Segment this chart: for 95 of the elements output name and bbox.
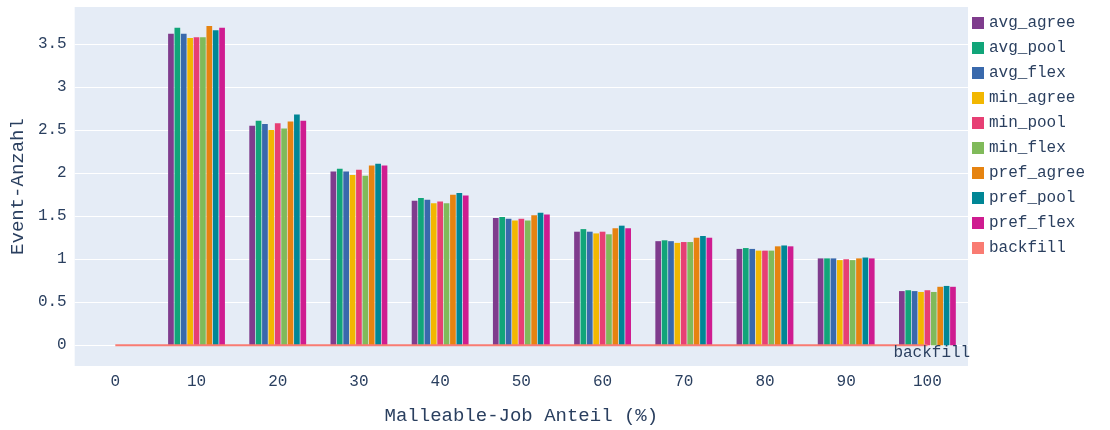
legend-label: pref_flex: [988, 214, 1076, 232]
bar: [742, 248, 749, 346]
x-tick-label: 0: [110, 373, 121, 391]
x-tick-label: 90: [836, 373, 856, 391]
bar: [206, 25, 213, 346]
y-tick-label: 3.5: [37, 35, 67, 54]
bar: [606, 234, 612, 346]
bar: [836, 260, 843, 346]
bar: [687, 242, 694, 346]
bar: [274, 123, 281, 346]
bar: [518, 218, 525, 346]
bar: [281, 128, 287, 346]
legend-label: min_flex: [988, 139, 1066, 157]
x-tick-label: 100: [912, 373, 942, 391]
bar: [362, 175, 369, 346]
x-tick-label: 10: [186, 373, 207, 391]
bar: [336, 168, 343, 346]
bar: [437, 201, 443, 346]
bar: [499, 217, 506, 346]
bar: [524, 220, 531, 346]
bar: [774, 246, 781, 346]
legend-label: avg_flex: [988, 64, 1066, 82]
x-tick-label: 80: [755, 373, 775, 391]
bar: [586, 231, 593, 346]
bar: [700, 236, 706, 346]
bar: [368, 165, 375, 346]
bar: [430, 203, 437, 346]
y-tick-label: 1.5: [37, 207, 67, 226]
bar: [456, 192, 463, 346]
y-tick-label: 3: [57, 78, 67, 97]
bar: [856, 258, 862, 346]
bar: [200, 37, 206, 346]
bar: [593, 233, 600, 346]
bar: [781, 245, 788, 346]
y-tick-label: 2.5: [37, 121, 67, 140]
bar: [918, 291, 924, 346]
bar: [512, 220, 518, 346]
y-axis-title: Event-Anzahl: [6, 118, 29, 255]
bar: [187, 37, 193, 346]
bar: [180, 33, 187, 346]
bar: [262, 124, 268, 346]
bar: [418, 198, 424, 346]
text: backfill: [893, 344, 971, 363]
bar: [531, 215, 537, 346]
bar: [655, 241, 662, 346]
x-tick-label: 20: [268, 373, 288, 391]
bar: [930, 291, 937, 346]
y-tick-label: 0.5: [37, 293, 67, 312]
y-tick-label: 1: [57, 250, 67, 269]
bar: [343, 171, 349, 346]
bar: [544, 214, 550, 346]
bar: [450, 194, 456, 346]
bar: [618, 225, 625, 346]
bar: [762, 250, 768, 346]
bar: [905, 290, 912, 346]
x-tick-label: 70: [674, 373, 694, 391]
x-tick-label: 50: [511, 373, 531, 391]
bar: [356, 169, 362, 346]
x-tick-label: 40: [430, 373, 450, 391]
y-tick-label: 0: [57, 336, 67, 355]
bar: [168, 33, 174, 346]
bar: [625, 228, 631, 346]
bar: [706, 237, 713, 346]
bar: [462, 195, 469, 346]
bar: [294, 114, 300, 346]
bar: [300, 120, 307, 346]
legend-label: pref_pool: [988, 189, 1076, 207]
bar: [668, 241, 674, 346]
legend-label: avg_agree: [988, 14, 1076, 32]
bar: [824, 258, 830, 346]
bar: [492, 217, 499, 346]
bar: [375, 163, 381, 346]
x-axis-title: Malleable-Job Anteil (%): [384, 404, 659, 427]
bar: [212, 30, 219, 346]
bar: [612, 228, 619, 346]
legend-label: backfill: [988, 239, 1066, 257]
bar: [937, 286, 944, 346]
legend-label: avg_pool: [988, 39, 1066, 57]
x-tick-label: 60: [592, 373, 613, 391]
bar: [268, 130, 275, 346]
bar: [898, 291, 905, 346]
bar: [950, 286, 956, 346]
bar: [219, 27, 225, 346]
x-tick-label: 30: [349, 373, 369, 391]
bar: [574, 231, 580, 346]
bar: [249, 125, 256, 346]
legend-label: pref_agree: [988, 164, 1085, 182]
bar: [843, 259, 850, 346]
bar: [749, 248, 756, 346]
legend-label: min_agree: [988, 89, 1076, 107]
y-tick-label: 2: [57, 164, 67, 183]
bar: [174, 27, 181, 346]
legend-label: min_pool: [988, 114, 1066, 132]
bar: [680, 242, 687, 346]
bar: [868, 258, 875, 346]
